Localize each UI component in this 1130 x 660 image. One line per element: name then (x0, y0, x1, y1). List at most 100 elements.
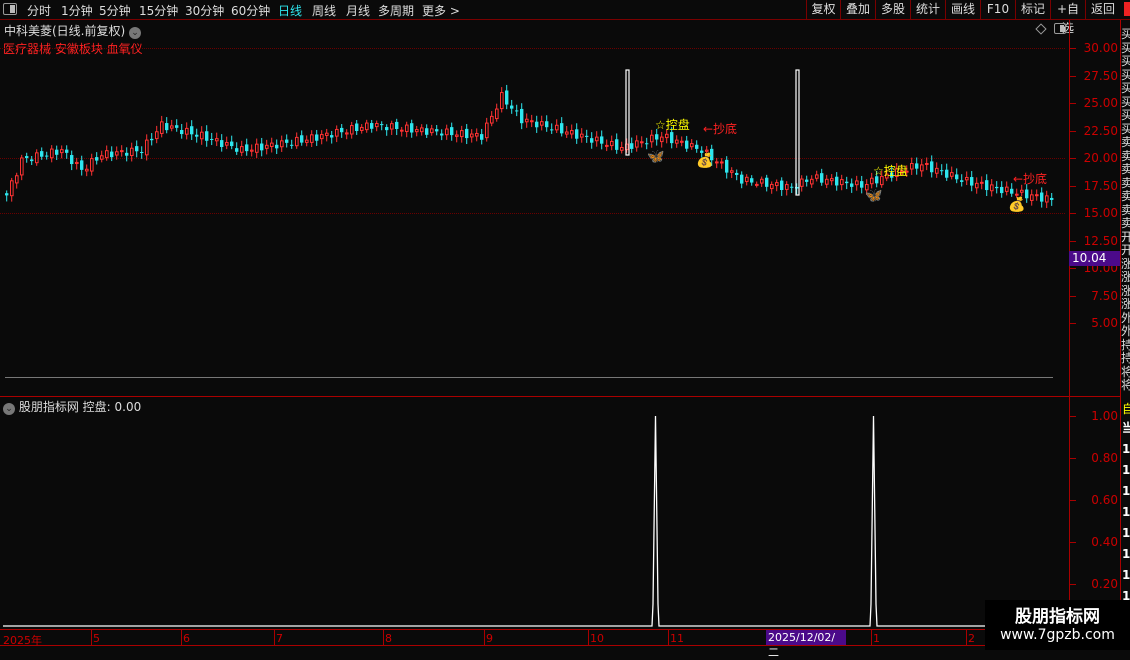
candle-up (905, 170, 909, 173)
toolbar-button[interactable]: 标记 (1015, 0, 1050, 20)
candle-down (515, 110, 519, 112)
toolbar-button[interactable]: F10 (980, 0, 1015, 20)
candle-up (265, 144, 269, 149)
candle-down (930, 161, 934, 173)
period-tab[interactable]: 30分钟 (185, 4, 225, 18)
period-tab[interactable]: 1分钟 (61, 4, 93, 18)
candle-up (800, 178, 804, 187)
toolbar-button[interactable]: 画线 (945, 0, 980, 20)
side-divider (1120, 20, 1121, 650)
candle-down (385, 127, 389, 131)
candle-up (580, 133, 584, 138)
candle-up (445, 128, 449, 136)
candle-up (305, 139, 309, 143)
month-divider (668, 630, 669, 646)
candle-down (465, 128, 469, 139)
period-tab[interactable]: 60分钟 (231, 4, 271, 18)
candle-up (715, 161, 719, 164)
month-divider (484, 630, 485, 646)
candle-down (210, 138, 214, 140)
side-panel-upper: 买买买买买买买买卖卖卖卖卖卖卖开开涨涨涨涨外外持持将将 (1121, 28, 1130, 392)
candle-down (960, 180, 964, 182)
candle-up (120, 150, 124, 153)
period-tab[interactable]: 日线 (278, 4, 303, 18)
period-tab[interactable]: 5分钟 (99, 4, 131, 18)
toolbar-button[interactable]: 统计 (910, 0, 945, 20)
period-tab[interactable]: 周线 (312, 4, 337, 18)
tick (1070, 103, 1076, 104)
period-tab[interactable]: 15分钟 (139, 4, 179, 18)
signal-bar (625, 69, 630, 156)
period-tab[interactable]: 分时 (27, 4, 52, 18)
candle-up (810, 178, 814, 185)
period-tab[interactable]: 更多 > (422, 4, 460, 18)
control-label: ☆控盘 (655, 118, 690, 132)
candle-down (80, 160, 84, 170)
candle-down (700, 150, 704, 153)
month-divider (274, 630, 275, 646)
candle-down (380, 124, 384, 126)
candle-down (780, 180, 784, 191)
candle-up (155, 131, 159, 140)
candle-up (1045, 195, 1049, 203)
candle-down (940, 170, 944, 172)
candle-down (410, 123, 414, 133)
indicator-header: ⌄ 股朋指标网 控盘: 0.00 (3, 398, 141, 415)
candle-up (705, 149, 709, 152)
candle-down (970, 177, 974, 186)
toolbar-button[interactable]: 返回 (1085, 0, 1120, 20)
tick (1070, 130, 1076, 132)
candle-up (1005, 186, 1009, 192)
dropdown-icon[interactable]: ⌄ (129, 27, 142, 39)
layout-toggle-icon[interactable] (3, 3, 17, 15)
candle-down (790, 186, 794, 188)
candle-up (500, 92, 504, 110)
candle-down (845, 181, 849, 184)
candle-down (820, 173, 824, 183)
candle-up (85, 168, 89, 172)
candle-up (75, 161, 79, 165)
candle-up (895, 168, 899, 177)
toolbar-button[interactable]: 复权 (806, 0, 840, 20)
candle-up (50, 148, 54, 159)
candle-down (560, 123, 564, 134)
candle-down (655, 134, 659, 140)
candle-up (975, 182, 979, 189)
period-tab[interactable]: 月线 (346, 4, 371, 18)
candle-up (720, 161, 724, 164)
date-tick-label: 2 (968, 632, 975, 645)
candle-up (935, 167, 939, 174)
candle-up (455, 134, 459, 137)
stock-title: 中科美菱(日线.前复权) ⌄ (4, 22, 142, 39)
candle-up (420, 127, 424, 133)
panel-toggle-icon[interactable] (1054, 23, 1066, 34)
candle-up (775, 182, 779, 187)
money-bag-icon: 💰 (1008, 197, 1026, 213)
candle-down (645, 143, 649, 145)
toolbar-button[interactable]: 多股 (875, 0, 910, 20)
candlestick-chart (5, 69, 1054, 209)
watermark: 股朋指标网 www.7gpzb.com (985, 600, 1130, 650)
tick (1070, 323, 1076, 324)
candle-down (875, 176, 879, 184)
tick (1070, 240, 1076, 242)
toolbar-button[interactable]: +自选 (1050, 0, 1085, 35)
dropdown-icon[interactable]: ⌄ (3, 403, 15, 415)
candle-up (830, 178, 834, 182)
candle-up (865, 183, 869, 191)
toolbar-button[interactable]: 叠加 (840, 0, 875, 20)
candle-up (840, 179, 844, 186)
period-tab[interactable]: 多周期 (378, 4, 415, 18)
candle-up (690, 143, 694, 148)
candle-up (815, 174, 819, 179)
side-panel-lower: 当111111111 (1122, 421, 1130, 624)
candle-down (480, 134, 484, 140)
price-tick-label: 25.00 (1083, 96, 1118, 110)
candle-down (370, 123, 374, 129)
candle-up (730, 170, 734, 173)
candle-down (230, 141, 234, 147)
candle-up (225, 142, 229, 146)
indicator-chart (3, 415, 1053, 627)
tick (1070, 213, 1076, 214)
candle-down (1040, 192, 1044, 202)
